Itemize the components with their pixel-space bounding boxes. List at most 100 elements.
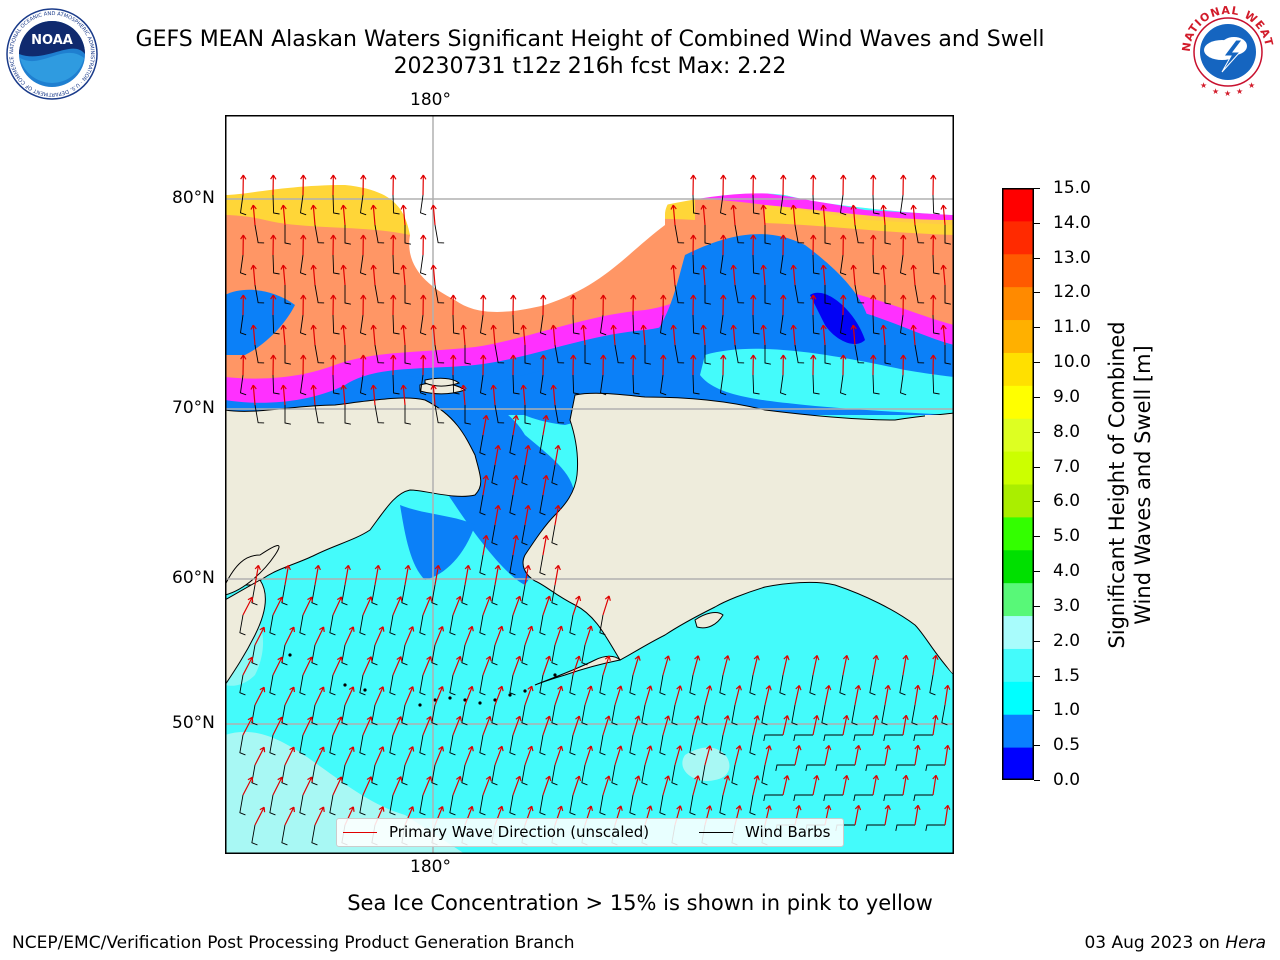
wave-direction-arrow: [270, 174, 277, 196]
wind-barb: [344, 405, 351, 425]
wind-barb: [329, 674, 336, 696]
wave-direction-arrow: [520, 324, 527, 346]
wind-barb: [812, 194, 820, 215]
wind-barb: [524, 345, 531, 365]
wind-barb: [569, 614, 576, 636]
wind-barb: [344, 225, 351, 245]
wave-direction-arrow: [302, 596, 313, 616]
wave-direction-arrow: [250, 324, 257, 346]
wave-direction-arrow: [730, 264, 737, 286]
light-swell-patch: [682, 747, 730, 781]
wind-barb: [509, 674, 516, 696]
wind-barb: [512, 314, 520, 335]
wind-barb: [434, 404, 445, 424]
wind-barb: [659, 314, 667, 336]
wave-direction-arrow: [452, 715, 462, 736]
wave-direction-arrow: [940, 204, 947, 226]
wind-barb: [692, 254, 700, 275]
wave-direction-arrow: [254, 746, 266, 766]
wind-barb: [521, 584, 528, 606]
wind-barb: [539, 374, 547, 396]
wind-barb: [614, 344, 625, 364]
wind-barb: [611, 764, 618, 786]
wave-direction-arrow: [764, 685, 772, 706]
wind-barb: [763, 794, 783, 801]
wave-direction-arrow: [250, 384, 257, 406]
wind-barb: [314, 284, 325, 304]
wave-direction-arrow: [932, 714, 939, 736]
wind-barb: [872, 314, 880, 335]
colorbar-segment: [1002, 385, 1034, 419]
wave-direction-arrow: [930, 174, 937, 196]
wind-barb: [329, 734, 336, 756]
wind-barb: [812, 254, 820, 275]
wave-direction-arrow: [250, 204, 257, 226]
wave-direction-arrow: [554, 745, 564, 766]
colorbar-segment: [1002, 549, 1034, 584]
wind-barb: [883, 734, 903, 741]
wave-direction-arrow: [284, 746, 296, 766]
wind-barb: [539, 434, 546, 456]
wind-barb: [539, 674, 546, 696]
wave-direction-arrow: [512, 715, 522, 736]
wind-barb: [332, 194, 340, 215]
wave-direction-arrow: [390, 354, 397, 376]
wind-barb: [509, 614, 516, 636]
wind-barb: [632, 314, 640, 335]
wind-barb: [854, 344, 865, 364]
wave-direction-arrow: [310, 264, 317, 286]
wave-direction-arrow: [362, 596, 373, 616]
wind-barb: [689, 734, 696, 756]
wave-direction-arrow: [662, 655, 671, 676]
footer-date: 03 Aug 2023 on Hera: [1084, 933, 1266, 953]
wave-direction-arrow: [434, 564, 441, 586]
wind-barb: [314, 404, 325, 424]
wave-direction-arrow: [850, 204, 857, 226]
wave-direction-arrow: [242, 656, 254, 676]
wind-barb: [509, 494, 516, 516]
wave-direction-arrow: [314, 746, 325, 766]
wind-barb: [299, 194, 307, 216]
wave-direction-arrow: [810, 354, 817, 376]
wind-barb: [239, 734, 246, 756]
colorbar-tick-label: 15.0: [1053, 178, 1091, 198]
wind-barb: [251, 704, 258, 726]
wind-barb: [551, 704, 558, 726]
wave-direction-arrow: [820, 204, 827, 226]
wave-direction-arrow: [362, 776, 373, 796]
wind-barb: [479, 674, 486, 696]
wind-barb: [371, 644, 378, 666]
wind-barb: [869, 674, 876, 696]
colorbar-tick-label: 0.5: [1053, 735, 1081, 756]
wind-barb: [551, 764, 558, 786]
wind-barb: [332, 374, 340, 395]
colorbar-tick-label: 9.0: [1053, 386, 1081, 407]
wave-direction-arrow: [572, 595, 582, 616]
wave-direction-arrow: [872, 774, 879, 796]
colorbar-tick-mark: [1034, 745, 1040, 747]
wave-direction-arrow: [344, 626, 355, 646]
wave-direction-arrow: [902, 654, 909, 676]
wind-barb: [581, 764, 588, 786]
wave-direction-arrow: [512, 474, 519, 496]
wind-barb: [311, 764, 318, 786]
wind-barb: [794, 344, 805, 364]
wave-direction-arrow: [690, 174, 697, 196]
wind-barb: [281, 764, 288, 786]
wave-direction-arrow: [644, 745, 653, 766]
colorbar-tick-mark: [1034, 466, 1040, 468]
wind-barb: [461, 704, 468, 726]
wind-barb: [659, 734, 666, 756]
wave-direction-arrow: [842, 714, 850, 736]
wave-direction-arrow: [542, 655, 552, 676]
wind-barb: [404, 285, 411, 305]
wind-barb: [299, 254, 307, 276]
wave-direction-arrow: [300, 174, 307, 196]
wave-direction-arrow: [660, 294, 667, 316]
wave-direction-arrow: [782, 775, 790, 796]
wind-barb: [701, 704, 708, 726]
wave-direction-arrow: [480, 294, 487, 316]
lat-label-80: 80°N: [172, 188, 215, 208]
wave-direction-arrow: [404, 626, 415, 646]
wind-barb: [491, 704, 498, 726]
